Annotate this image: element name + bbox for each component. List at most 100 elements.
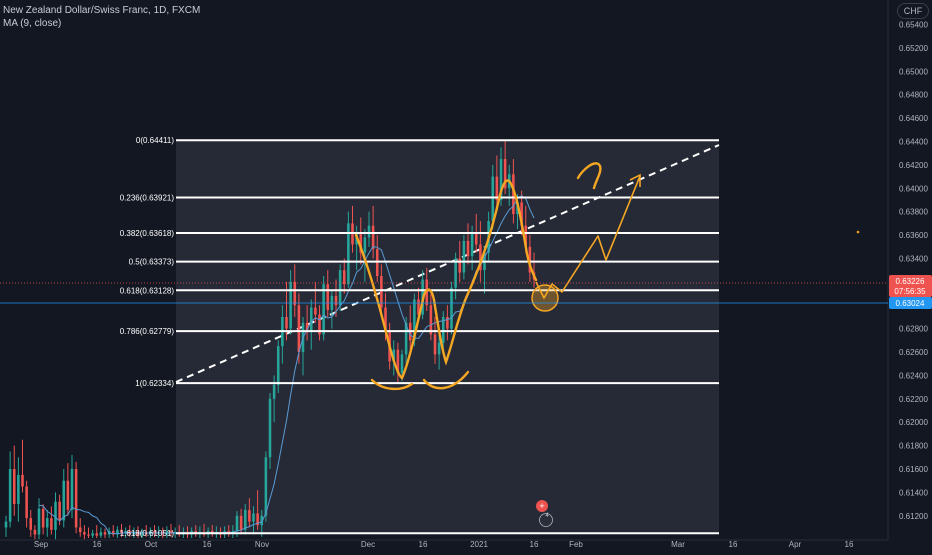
- time-tick-label: 16: [729, 540, 738, 549]
- candle-body: [268, 398, 272, 458]
- candle-body: [37, 508, 41, 535]
- candle-body: [74, 468, 78, 528]
- crosshair-price-tag: [889, 297, 932, 309]
- fib-levels-layer[interactable]: 0(0.64411) 0.236(0.63921) 0.382(0.63618) 0.…: [120, 136, 719, 538]
- candle-body: [289, 281, 292, 329]
- time-tick-label: Oct: [145, 540, 158, 549]
- price-tick-label: 0.63400: [899, 254, 928, 263]
- time-tick-label: 16: [419, 540, 428, 549]
- candle-body: [462, 240, 466, 273]
- fib-level-label: 0.382(0.63618): [120, 229, 175, 238]
- candle-body: [260, 515, 264, 526]
- candle-body: [342, 270, 346, 285]
- candle-body: [12, 468, 16, 505]
- event-earnings-icon[interactable]: [539, 513, 553, 527]
- candle-body: [347, 223, 350, 285]
- candle-body: [446, 316, 449, 329]
- time-tick-label: Sep: [34, 540, 49, 549]
- candle-body: [334, 295, 338, 306]
- currency-badge[interactable]: CHF: [897, 3, 929, 19]
- price-tick-label: 0.65000: [899, 67, 928, 76]
- candle-body: [25, 486, 28, 519]
- time-axis[interactable]: Sep 16 Oct 16 Nov Dec 16 2021 16 Feb Mar 16 Apr 16: [0, 539, 888, 549]
- candle-body: [264, 457, 268, 516]
- fib-level-label: 0.786(0.62779): [120, 327, 175, 336]
- candle-body: [111, 530, 115, 535]
- events-marker[interactable]: + 4: [536, 500, 553, 527]
- price-tick-label: 0.62000: [899, 418, 928, 427]
- candle-body: [413, 299, 416, 341]
- candle-body: [99, 532, 103, 536]
- price-tick-label: 0.64000: [899, 184, 928, 193]
- candle-body: [297, 305, 301, 353]
- price-tick-label: 0.63600: [899, 231, 928, 240]
- candle-body: [41, 508, 45, 528]
- drawing-question-mark: [576, 162, 602, 190]
- candle-body: [503, 159, 507, 189]
- candle-body: [441, 316, 445, 343]
- candle-body: [429, 305, 433, 335]
- candle-body: [314, 307, 317, 315]
- candle-body: [495, 176, 499, 200]
- candle-body: [66, 480, 70, 510]
- trend-line-dashed[interactable]: [175, 144, 720, 383]
- countdown-label: 07:56:35: [894, 287, 926, 296]
- time-tick-label: Apr: [789, 540, 802, 549]
- candle-body: [132, 532, 136, 535]
- candle-body: [363, 237, 367, 253]
- time-tick-label: Nov: [255, 540, 269, 549]
- candle-body: [404, 322, 408, 355]
- candle-body: [276, 346, 280, 385]
- current-price-label: 0.63226: [896, 277, 925, 286]
- candle-body: [322, 284, 325, 335]
- candle-body: [248, 509, 251, 522]
- candle-body: [116, 529, 119, 535]
- candle-body: [396, 349, 400, 374]
- candle-body: [400, 354, 404, 374]
- indicator-label[interactable]: MA (9, close): [3, 18, 62, 29]
- candle-body: [417, 299, 420, 315]
- candle-body: [4, 521, 8, 528]
- fib-level-label: 0.5(0.63373): [129, 258, 175, 267]
- candle-body: [499, 159, 503, 200]
- hand-drawing-layer[interactable]: [354, 162, 860, 391]
- candle-body: [318, 314, 321, 335]
- candle-body: [371, 225, 375, 250]
- candle-body: [437, 342, 441, 355]
- price-tick-label: 0.64200: [899, 161, 928, 170]
- candle-body: [235, 515, 239, 531]
- candle-body: [140, 532, 144, 536]
- time-tick-label: 2021: [470, 540, 488, 549]
- crosshair-price-label: 0.63024: [896, 299, 925, 308]
- drawing-smile-right: [422, 370, 470, 390]
- candle-body: [384, 307, 387, 331]
- drawing-arrow-head: [629, 173, 641, 187]
- fib-level-label: 0.618(0.63128): [120, 286, 175, 295]
- price-tick-label: 0.61400: [899, 488, 928, 497]
- trend-line[interactable]: [175, 144, 720, 383]
- price-tick-label: 0.61800: [899, 442, 928, 451]
- price-tick-label: 0.62200: [899, 395, 928, 404]
- event-plus-icon: +: [539, 501, 544, 511]
- symbol-title[interactable]: New Zealand Dollar/Swiss Franc, 1D, FXCM: [3, 5, 201, 16]
- candle-body: [458, 258, 462, 273]
- candle-body: [103, 532, 107, 535]
- candle-body: [309, 307, 313, 331]
- fib-level-label: 1.618(0.61051): [120, 529, 175, 538]
- candle-body: [95, 533, 99, 536]
- candle-body: [136, 532, 140, 536]
- drawing-dot: [856, 230, 860, 234]
- event-flag-icon[interactable]: [536, 500, 548, 512]
- candle-body: [474, 232, 478, 245]
- candle-body: [210, 530, 214, 534]
- candle-body: [83, 532, 86, 535]
- time-tick-label: Dec: [361, 540, 375, 549]
- price-tick-label: 0.64600: [899, 114, 928, 123]
- price-tick-label: 0.61200: [899, 512, 928, 521]
- fib-level-label: 0.236(0.63921): [120, 194, 175, 203]
- candle-body: [169, 530, 173, 534]
- drawing-target-circle: [531, 284, 559, 312]
- candle-body: [91, 533, 94, 536]
